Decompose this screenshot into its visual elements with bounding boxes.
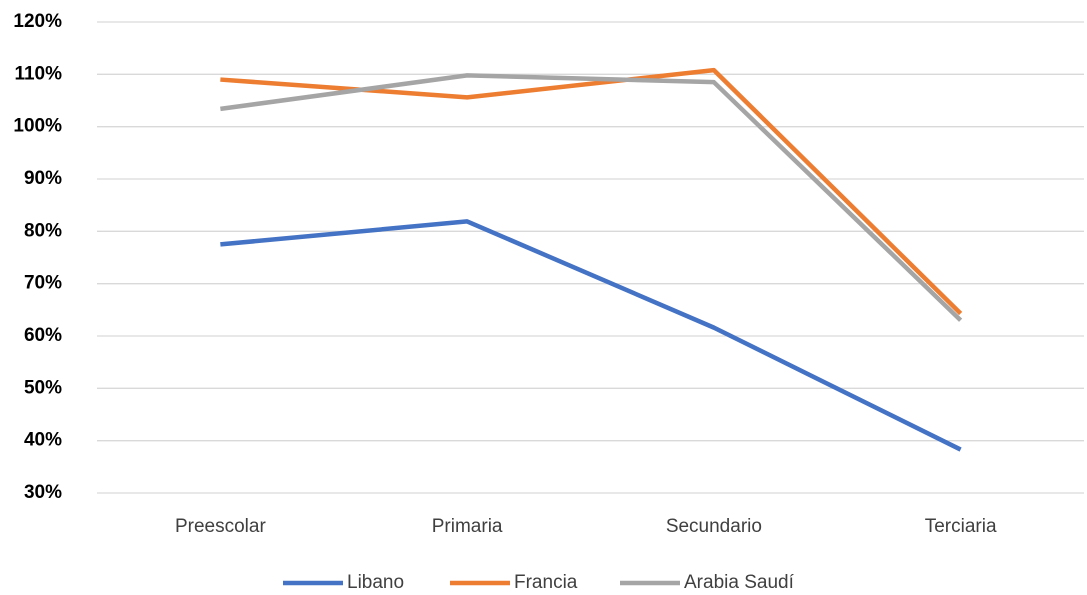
y-tick-label: 50% — [24, 377, 62, 398]
y-tick-label: 90% — [24, 168, 62, 189]
series-line — [220, 219, 962, 452]
y-tick-label: 80% — [24, 220, 62, 241]
series-line — [220, 73, 963, 322]
x-tick-label: Primaria — [432, 516, 503, 537]
y-tick-label: 30% — [24, 482, 62, 503]
legend-label: Francia — [514, 572, 578, 593]
legend-label: Arabia Saudí — [684, 572, 795, 593]
y-tick-label: 120% — [13, 11, 62, 32]
series-line — [220, 67, 963, 316]
y-tick-label: 110% — [14, 63, 62, 84]
y-tick-label: 60% — [24, 325, 62, 346]
x-tick-label: Secundario — [666, 516, 762, 537]
x-tick-label: Preescolar — [175, 516, 266, 537]
legend-label: Libano — [347, 572, 404, 593]
y-tick-label: 100% — [13, 116, 62, 137]
y-tick-label: 40% — [24, 430, 62, 451]
x-tick-label: Terciaria — [925, 516, 997, 537]
y-tick-label: 70% — [24, 273, 62, 294]
